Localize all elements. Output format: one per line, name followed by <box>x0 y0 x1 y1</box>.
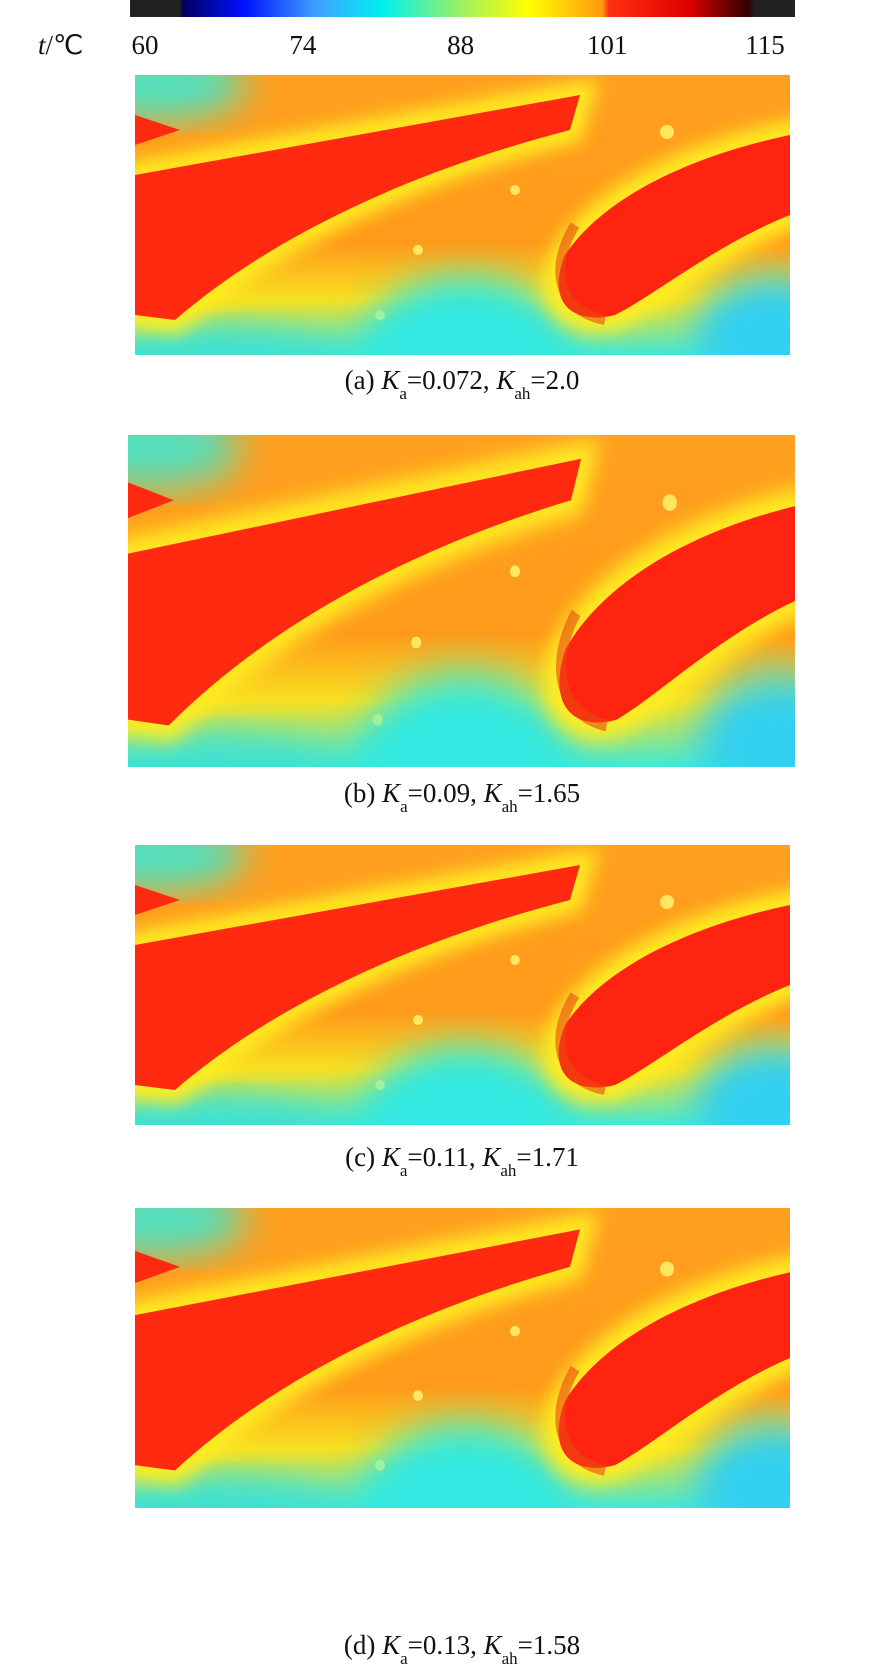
caption-part: ah <box>502 1649 519 1668</box>
caption: (d) Ka=0.13, Kah=1.58 <box>344 1630 580 1668</box>
caption-part: K <box>381 778 402 808</box>
caption-part: (c) <box>345 1142 382 1172</box>
thermal-image-d <box>65 1181 855 1615</box>
caption-part: t <box>38 30 47 60</box>
colorbar-tick-label: 101 <box>587 30 628 60</box>
caption-part: =1.65 <box>518 778 580 808</box>
caption-part: a <box>400 1161 408 1180</box>
caption-part: ah <box>500 1161 517 1180</box>
caption-part: K <box>495 365 516 395</box>
caption-part: =0.13, <box>408 1630 484 1660</box>
caption-part: a <box>399 384 407 403</box>
caption-part: =0.09, <box>408 778 484 808</box>
caption-part: a <box>400 797 408 816</box>
colorbar <box>130 0 795 17</box>
caption-part: =1.58 <box>518 1630 580 1660</box>
caption-part: K <box>483 778 504 808</box>
caption-part: K <box>483 1630 504 1660</box>
caption-part: (d) <box>344 1630 382 1660</box>
caption-part: K <box>381 1142 402 1172</box>
caption-part: K <box>381 1630 402 1660</box>
caption-part: ah <box>502 797 519 816</box>
caption-part: K <box>481 1142 502 1172</box>
thermal-image-b <box>57 405 861 885</box>
caption-part: =0.072, <box>407 365 496 395</box>
caption-part: a <box>400 1649 408 1668</box>
caption-part: (a) <box>345 365 382 395</box>
caption-part: ah <box>514 384 531 403</box>
caption-part: =1.71 <box>516 1142 578 1172</box>
caption-part: /℃ <box>46 30 84 60</box>
caption-part: =2.0 <box>530 365 579 395</box>
caption-part: (b) <box>344 778 382 808</box>
colorbar-label: t/℃ <box>38 30 83 60</box>
colorbar-tick-label: 74 <box>289 30 317 60</box>
colorbar-tick-label: 88 <box>447 30 474 60</box>
colorbar-tick-label: 115 <box>745 30 785 60</box>
caption: (a) Ka=0.072, Kah=2.0 <box>345 365 580 403</box>
colorbar-tick-label: 60 <box>132 30 159 60</box>
caption-part: =0.11, <box>407 1142 482 1172</box>
caption: (c) Ka=0.11, Kah=1.71 <box>345 1142 579 1180</box>
caption: (b) Ka=0.09, Kah=1.65 <box>344 778 580 816</box>
caption-part: K <box>380 365 401 395</box>
